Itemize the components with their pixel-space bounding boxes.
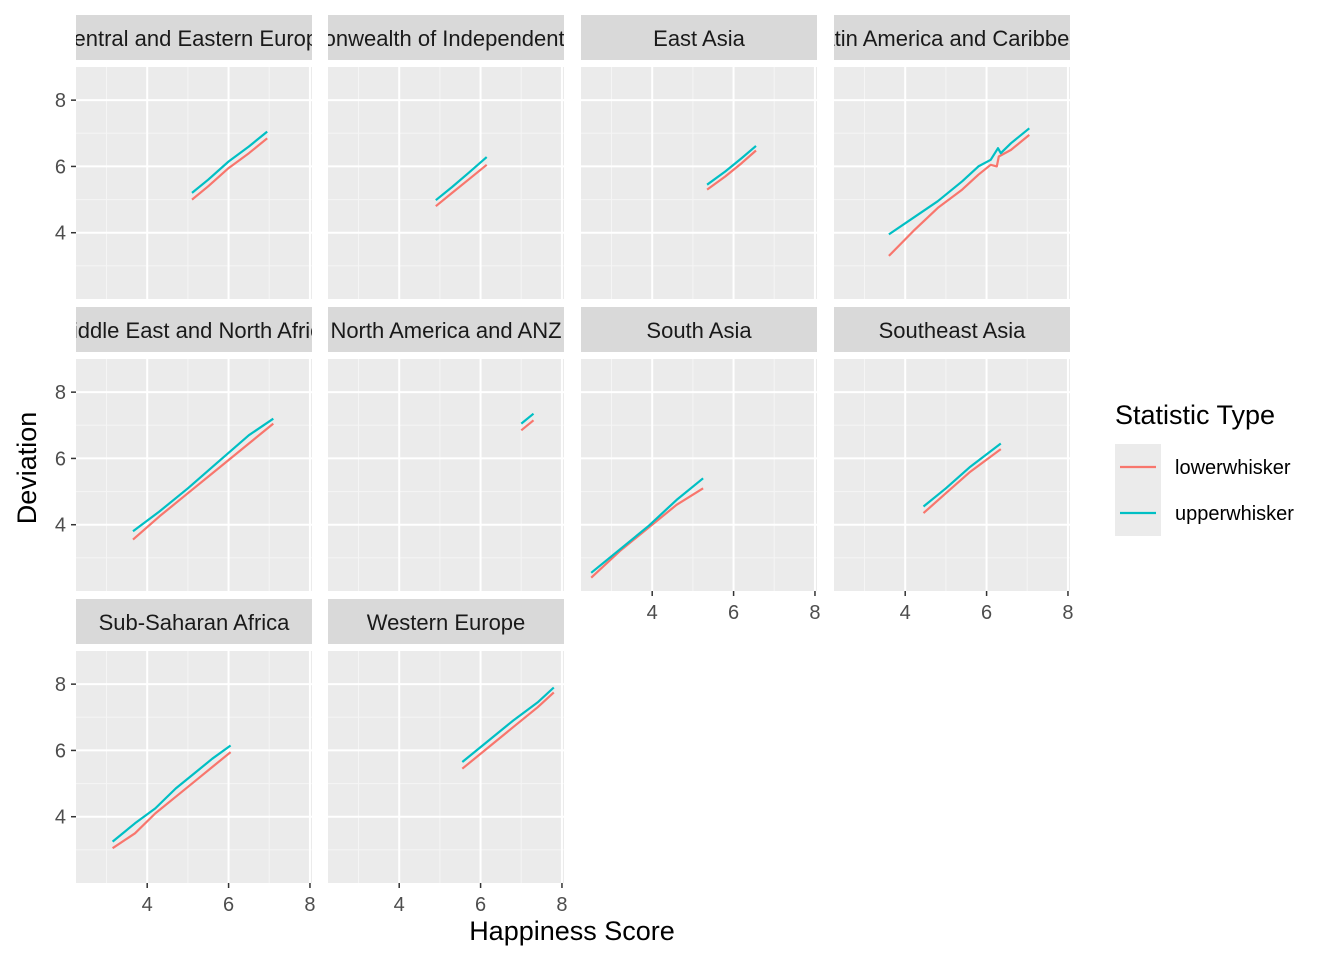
panel-latin-america-and-caribbean: Latin America and Caribbean	[810, 15, 1094, 299]
series-line-upperwhisker	[706, 145, 757, 186]
strip-title: Western Europe	[367, 610, 526, 635]
strip-background	[834, 15, 1070, 60]
x-tick-label: 8	[304, 894, 315, 916]
strip-background	[328, 599, 564, 644]
panel-background	[76, 651, 312, 883]
series-line-upperwhisker	[461, 686, 555, 763]
panel-commonwealth-of-independent-states: Commonwealth of Independent States	[259, 15, 633, 299]
y-tick-label: 6	[55, 740, 66, 762]
series-line-upperwhisker	[520, 412, 535, 425]
y-tick-label: 4	[55, 515, 66, 537]
strip-background	[581, 15, 817, 60]
y-axis-title: Deviation	[12, 412, 42, 525]
x-tick-label: 6	[981, 602, 992, 624]
series-line-lowerwhisker	[590, 487, 704, 579]
panel-southeast-asia: Southeast Asia 4 6 8	[834, 307, 1074, 624]
panel-south-asia: South Asia 4 6 8	[581, 307, 821, 624]
panel-sub-saharan-africa: Sub-Saharan Africa 4 6 8 4 6 8	[55, 599, 316, 916]
panel-background	[581, 359, 817, 591]
series-line-upperwhisker	[132, 417, 274, 533]
series-line-upperwhisker	[435, 156, 488, 202]
strip-background	[328, 307, 564, 352]
panel-background	[76, 67, 312, 299]
legend-label: lowerwhisker	[1175, 457, 1291, 479]
legend: lowerwhisker upperwhisker	[1115, 444, 1294, 536]
series-line-lowerwhisker	[111, 751, 232, 850]
strip-background	[581, 307, 817, 352]
strip-background	[76, 307, 312, 352]
facet-panels: Central and Eastern Europe 4 6 8 Commonwealt…	[55, 15, 1094, 916]
strip-title: South Asia	[646, 318, 752, 343]
x-tick-label: 4	[142, 894, 153, 916]
strip-background	[76, 15, 312, 60]
panel-central-and-eastern-europe: Central and Eastern Europe 4 6 8	[55, 15, 331, 299]
strip-title: East Asia	[653, 26, 745, 51]
strip-title: Latin America and Caribbean	[810, 26, 1094, 51]
strip-title: Commonwealth of Independent States	[259, 26, 633, 51]
series-line-upperwhisker	[590, 477, 704, 574]
strip-background	[76, 599, 312, 644]
strip-title: Middle East and North Africa	[55, 318, 335, 343]
x-tick-label: 8	[809, 602, 820, 624]
x-tick-label: 6	[223, 894, 234, 916]
panel-background	[834, 359, 1070, 591]
panel-east-asia: East Asia	[581, 15, 817, 299]
legend-label: upperwhisker	[1175, 503, 1294, 525]
panel-north-america-and-anz: North America and ANZ	[328, 307, 564, 591]
series-line-upperwhisker	[191, 130, 268, 194]
x-tick-label: 6	[728, 602, 739, 624]
x-tick-label: 8	[1062, 602, 1073, 624]
series-line-lowerwhisker	[461, 691, 555, 770]
strip-title: Southeast Asia	[879, 318, 1027, 343]
strip-title: North America and ANZ	[330, 318, 561, 343]
legend-title: Statistic Type	[1115, 400, 1275, 430]
x-tick-label: 4	[394, 894, 405, 916]
series-line-lowerwhisker	[706, 149, 757, 191]
y-tick-label: 8	[55, 382, 66, 404]
series-line-lowerwhisker	[888, 134, 1030, 257]
panel-background	[328, 67, 564, 299]
y-tick-label: 4	[55, 807, 66, 829]
panel-background	[834, 67, 1070, 299]
x-tick-label: 4	[900, 602, 911, 624]
strip-background	[328, 15, 564, 60]
y-tick-label: 8	[55, 90, 66, 112]
y-tick-label: 6	[55, 448, 66, 470]
y-tick-label: 8	[55, 674, 66, 696]
series-line-lowerwhisker	[191, 137, 268, 201]
series-line-lowerwhisker	[435, 163, 488, 208]
strip-title: Sub-Saharan Africa	[99, 610, 291, 635]
panel-middle-east-and-north-africa: Middle East and North Africa 4 6 8	[55, 307, 335, 591]
series-line-lowerwhisker	[520, 419, 535, 432]
panel-background	[581, 67, 817, 299]
series-line-upperwhisker	[111, 744, 232, 843]
panel-background	[328, 651, 564, 883]
series-line-upperwhisker	[888, 127, 1030, 236]
panel-background	[76, 359, 312, 591]
x-tick-label: 6	[475, 894, 486, 916]
panel-western-europe: Western Europe 4 6 8	[328, 599, 568, 916]
strip-title: Central and Eastern Europe	[58, 26, 331, 51]
series-line-lowerwhisker	[922, 448, 1002, 514]
strip-background	[834, 307, 1070, 352]
x-tick-label: 8	[556, 894, 567, 916]
y-tick-label: 4	[55, 223, 66, 245]
x-tick-label: 4	[647, 602, 658, 624]
series-line-lowerwhisker	[132, 422, 274, 541]
y-tick-label: 6	[55, 156, 66, 178]
panel-background	[328, 359, 564, 591]
x-axis-title: Happiness Score	[469, 916, 675, 946]
series-line-upperwhisker	[922, 442, 1002, 508]
